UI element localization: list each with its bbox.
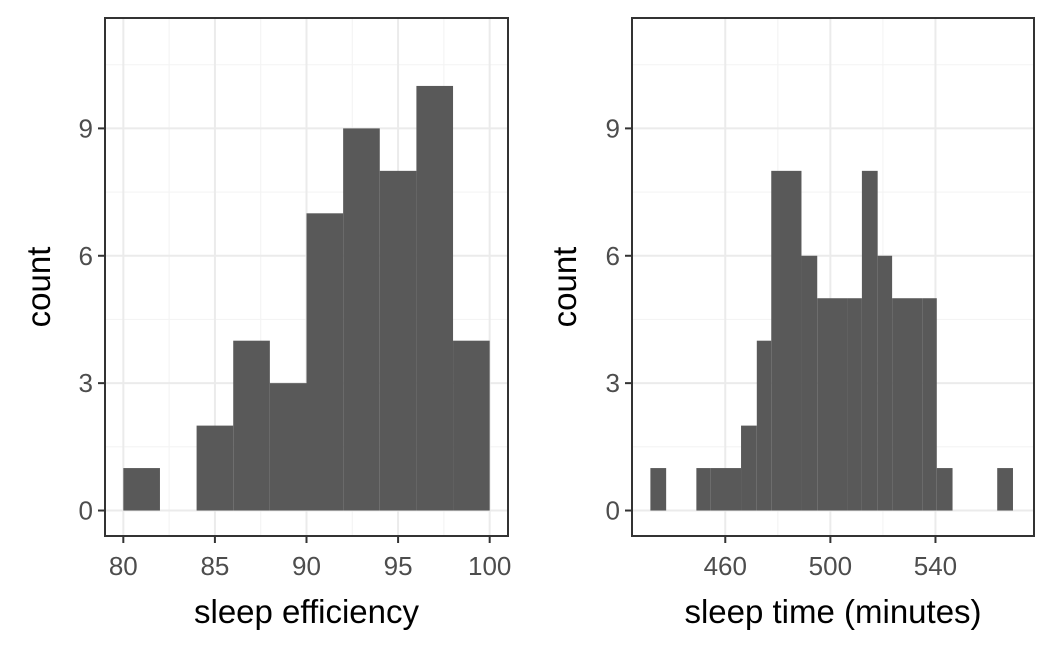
x-tick-label: 460 xyxy=(704,551,747,581)
x-tick-label: 500 xyxy=(809,551,852,581)
histogram-bar xyxy=(936,468,953,511)
x-tick-label: 90 xyxy=(292,551,321,581)
histogram-bar xyxy=(650,468,667,511)
histogram-bar xyxy=(453,340,490,511)
histogram-bar xyxy=(771,170,802,511)
histogram-bar xyxy=(756,340,772,511)
y-axis-title: count xyxy=(20,247,57,328)
y-tick-label: 3 xyxy=(79,368,93,398)
histogram-bar xyxy=(801,255,818,511)
x-tick-label: 85 xyxy=(200,551,229,581)
y-axis-title: count xyxy=(546,247,583,328)
x-tick-label: 80 xyxy=(109,551,138,581)
y-tick-label: 6 xyxy=(79,241,93,271)
histogram-bar xyxy=(817,298,848,511)
histogram-bar xyxy=(196,425,234,511)
histogram-bar xyxy=(710,468,742,511)
panel-border xyxy=(631,17,1035,537)
histogram-panel-1: 0 3 6 9 80 85 90 95 100 sleep efficiency count xyxy=(20,17,511,630)
histogram-bar xyxy=(997,468,1013,511)
histogram-bar xyxy=(892,298,923,511)
y-tick-label: 9 xyxy=(79,113,93,143)
histogram-bar xyxy=(379,170,417,511)
histogram-bar xyxy=(877,255,893,511)
histogram-bar xyxy=(123,468,160,511)
y-tick-label: 3 xyxy=(606,368,620,398)
y-tick-label: 6 xyxy=(606,241,620,271)
histogram-bar xyxy=(416,85,454,511)
histogram-bar xyxy=(343,128,380,511)
y-tick-label: 0 xyxy=(79,496,93,526)
x-axis-title: sleep time (minutes) xyxy=(684,593,981,630)
x-axis-title: sleep efficiency xyxy=(194,593,420,630)
x-tick-label: 95 xyxy=(384,551,413,581)
y-tick-label: 0 xyxy=(606,496,620,526)
x-tick-label: 540 xyxy=(914,551,957,581)
histogram-bar xyxy=(269,383,307,511)
histogram-bar xyxy=(741,425,757,511)
histogram-bar xyxy=(233,340,270,511)
x-tick-label: 100 xyxy=(468,551,511,581)
histogram-bar xyxy=(847,298,862,511)
histogram-bar xyxy=(696,468,711,511)
histogram-bar xyxy=(922,298,937,511)
histogram-bar xyxy=(861,170,878,511)
histogram-panel-2: 0 3 6 9 460 500 540 sleep time (minutes) count xyxy=(546,17,1035,630)
histogram-bar xyxy=(306,213,344,511)
y-tick-label: 9 xyxy=(606,113,620,143)
